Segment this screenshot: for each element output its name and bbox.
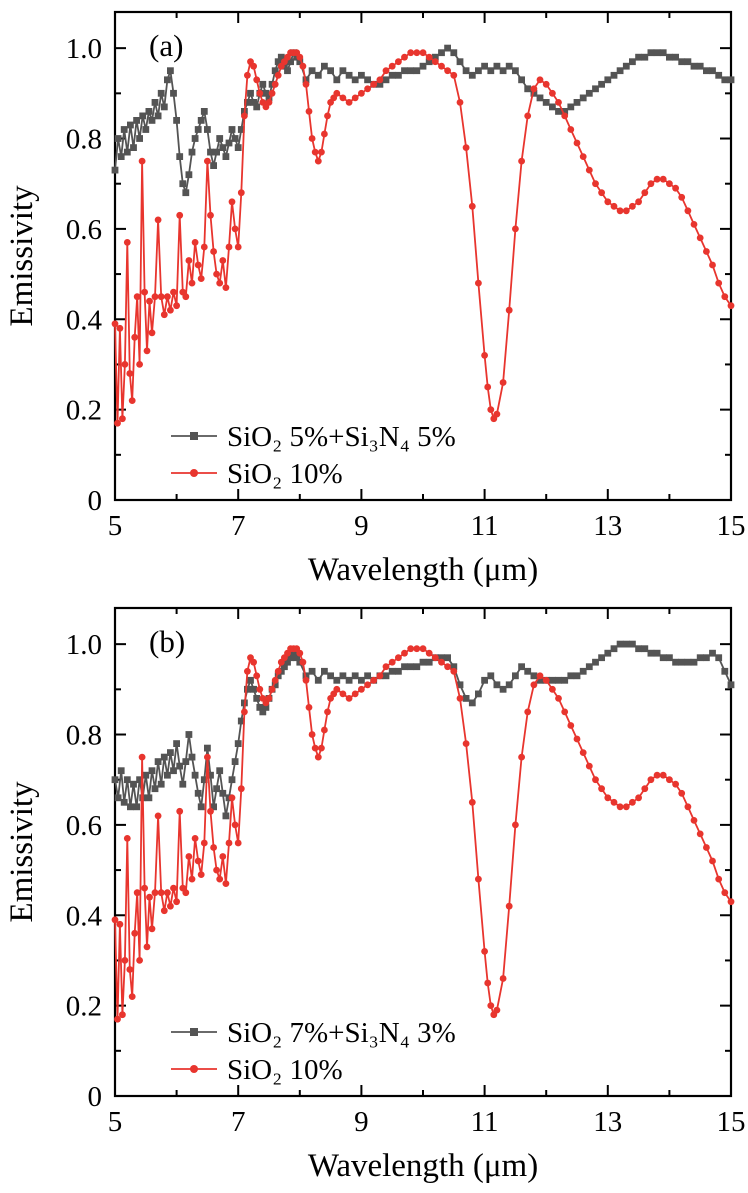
chart-a-canvas: 5 7 9 11 13 15 0 0.2 0.4 0.6 0.8 1.0 Wavelength (μm)… [4, 10, 746, 588]
legend-item: SiO₂ 7%+Si₃N₄ 3% [171, 1017, 456, 1049]
x-tick-label: 11 [471, 1106, 499, 1138]
legend-label: SiO₂ 10% [227, 458, 343, 490]
y-tick-label: 0.4 [66, 304, 103, 336]
x-tick-label: 13 [593, 510, 622, 542]
x-tick-label: 11 [471, 510, 499, 542]
x-tick-label: 15 [717, 1106, 746, 1138]
y-tick-label: 1.0 [66, 33, 102, 65]
y-tick-label: 0 [88, 485, 103, 517]
series-sio2-10 [111, 49, 735, 427]
legend-label: SiO₂ 10% [227, 1054, 343, 1086]
series-line [114, 647, 732, 1020]
legend-item: SiO₂ 10% [171, 1054, 343, 1086]
x-tick-label: 7 [231, 1106, 246, 1138]
x-tick-label: 5 [108, 510, 123, 542]
tick-labels: 5 7 9 11 13 15 0 0.2 0.4 0.6 0.8 1.0 [66, 629, 746, 1138]
panel-label: (a) [149, 28, 183, 63]
y-tick-label: 0.6 [66, 214, 102, 246]
series-sio2-5-si3n4-5 [111, 44, 735, 197]
series-markers [111, 640, 735, 820]
y-tick-label: 0.4 [66, 900, 103, 932]
legend-marker-circle [190, 469, 198, 477]
panel-a: 5 7 9 11 13 15 0 0.2 0.4 0.6 0.8 1.0 Wavelength (μm)… [0, 0, 748, 596]
x-axis-label: Wavelength (μm) [308, 552, 538, 588]
y-axis-label: Emissivity [4, 781, 40, 923]
series-sio2-10 [111, 645, 735, 1023]
x-axis-label: Wavelength (μm) [308, 1148, 538, 1184]
tick-labels: 5 7 9 11 13 15 0 0.2 0.4 0.6 0.8 1.0 [66, 33, 746, 542]
y-axis-label: Emissivity [4, 185, 40, 327]
legend-marker-circle [190, 1065, 198, 1073]
series-sio2-7-si3n4-3 [111, 640, 735, 820]
series-markers [111, 44, 735, 197]
legend: SiO₂ 7%+Si₃N₄ 3% SiO₂ 10% [171, 1017, 456, 1086]
axis-ticks [114, 608, 732, 1097]
legend-marker-square [190, 1028, 198, 1036]
y-tick-label: 1.0 [66, 629, 102, 661]
series-line [114, 643, 732, 817]
x-tick-label: 7 [231, 510, 246, 542]
legend-item: SiO₂ 5%+Si₃N₄ 5% [171, 421, 456, 453]
x-tick-label: 9 [354, 1106, 369, 1138]
series-line [114, 51, 732, 424]
x-tick-label: 13 [593, 1106, 622, 1138]
y-tick-label: 0.2 [66, 395, 102, 427]
series-markers [111, 645, 735, 1023]
legend-item: SiO₂ 10% [171, 458, 343, 490]
x-tick-label: 15 [717, 510, 746, 542]
y-tick-label: 0.8 [66, 720, 102, 752]
legend: SiO₂ 5%+Si₃N₄ 5% SiO₂ 10% [171, 421, 456, 490]
legend-label: SiO₂ 5%+Si₃N₄ 5% [227, 421, 456, 453]
axis-ticks [114, 12, 732, 501]
x-tick-label: 9 [354, 510, 369, 542]
panel-b: 5 7 9 11 13 15 0 0.2 0.4 0.6 0.8 1.0 Wavelength (μm)… [0, 596, 748, 1192]
chart-b-canvas: 5 7 9 11 13 15 0 0.2 0.4 0.6 0.8 1.0 Wavelength (μm)… [4, 606, 746, 1184]
y-tick-label: 0.2 [66, 991, 102, 1023]
legend-label: SiO₂ 7%+Si₃N₄ 3% [227, 1017, 456, 1049]
panel-label: (b) [149, 624, 185, 659]
x-tick-label: 5 [108, 1106, 123, 1138]
y-tick-label: 0 [88, 1081, 103, 1113]
series-markers [111, 49, 735, 427]
y-tick-label: 0.8 [66, 124, 102, 156]
legend-marker-square [190, 432, 198, 440]
y-tick-label: 0.6 [66, 810, 102, 842]
